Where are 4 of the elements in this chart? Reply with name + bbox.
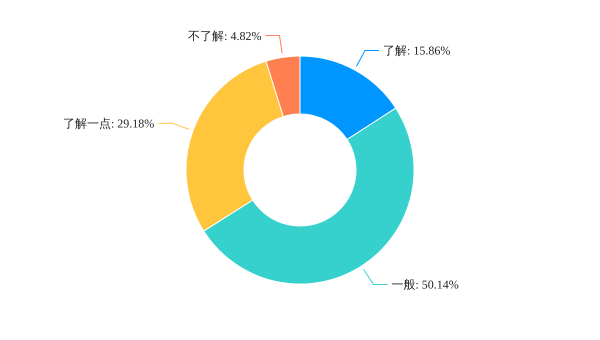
slice-label: 了解: 15.86% [382, 44, 450, 58]
slice-label: 不了解: 4.82% [188, 28, 262, 43]
slice-label: 了解一点: 29.18% [62, 116, 154, 130]
slice-label: 一般: 50.14% [391, 278, 459, 292]
